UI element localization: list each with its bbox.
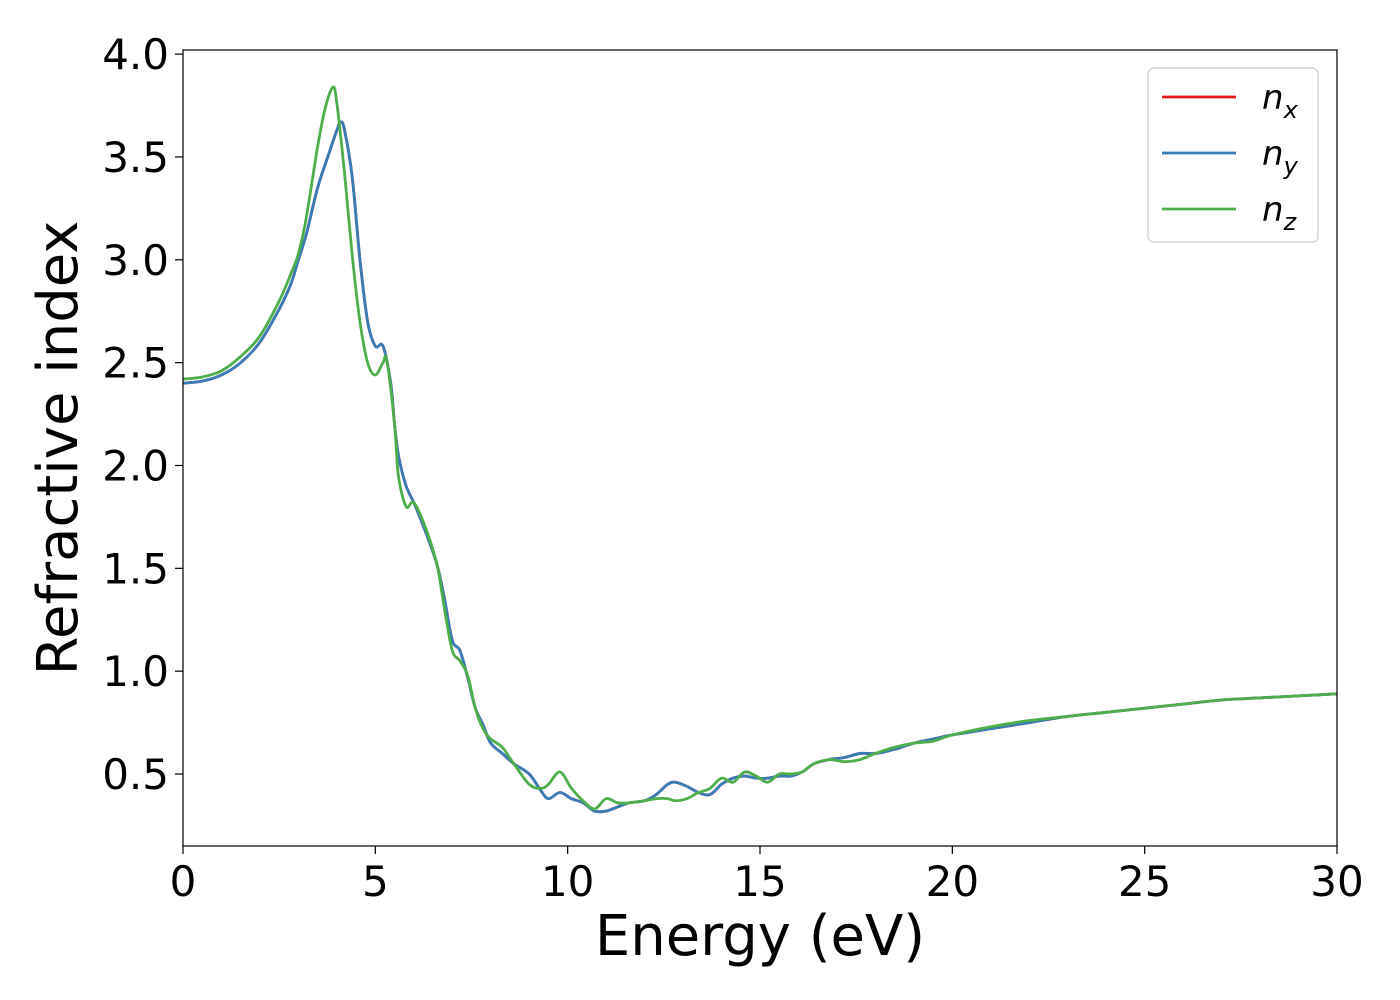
- series-line-nz: [183, 85, 1337, 811]
- legend-label-subscript: y: [1283, 152, 1299, 180]
- x-tick-label: 30: [1310, 857, 1363, 906]
- plot-area: [183, 85, 1337, 814]
- legend-label-nz: nz: [1262, 190, 1298, 236]
- x-tick-label: 20: [926, 857, 979, 906]
- legend-label-subscript: z: [1283, 208, 1298, 236]
- y-tick-label: 3.5: [102, 133, 169, 182]
- x-tick-label: 15: [733, 857, 786, 906]
- y-tick-label: 1.5: [102, 544, 169, 593]
- x-tick-label: 10: [541, 857, 594, 906]
- x-tick-label: 5: [362, 857, 389, 906]
- x-axis: 0 5 10 15 20 25 30: [170, 846, 1364, 906]
- y-axis: 0.5 1.0 1.5 2.0 2.5 3.0 3.5 4.0: [102, 30, 183, 799]
- series-line-ny: [183, 120, 1337, 814]
- x-axis-title: Energy (eV): [595, 904, 925, 969]
- legend-label-base: n: [1262, 134, 1284, 174]
- y-tick-label: 2.0: [102, 441, 169, 490]
- y-axis-title: Refractive index: [26, 221, 91, 676]
- y-tick-label: 1.0: [102, 647, 169, 696]
- legend-label-base: n: [1262, 78, 1284, 118]
- legend-label-ny: ny: [1262, 134, 1299, 180]
- legend-label-nx: nx: [1262, 78, 1299, 124]
- legend-label-subscript: x: [1283, 96, 1299, 124]
- y-tick-label: 4.0: [102, 30, 169, 79]
- y-tick-label: 3.0: [102, 236, 169, 285]
- legend-box: [1147, 67, 1319, 243]
- legend-label-base: n: [1262, 190, 1284, 230]
- y-tick-label: 2.5: [102, 339, 169, 388]
- y-tick-label: 0.5: [102, 750, 169, 799]
- x-tick-label: 0: [170, 857, 197, 906]
- x-tick-label: 25: [1118, 857, 1171, 906]
